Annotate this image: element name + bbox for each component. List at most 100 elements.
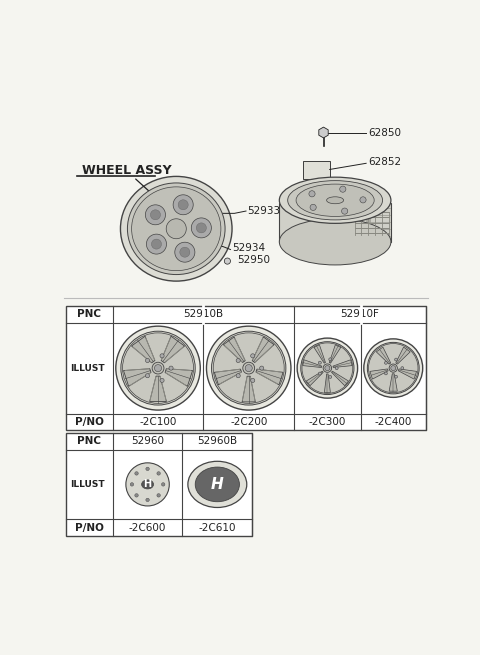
Polygon shape xyxy=(252,337,274,362)
Circle shape xyxy=(360,196,366,203)
Circle shape xyxy=(302,343,353,394)
Circle shape xyxy=(206,326,291,410)
Circle shape xyxy=(161,483,165,486)
Circle shape xyxy=(323,364,332,372)
Circle shape xyxy=(367,343,419,394)
Circle shape xyxy=(157,472,160,475)
Polygon shape xyxy=(132,336,155,363)
Circle shape xyxy=(260,366,264,370)
Polygon shape xyxy=(165,369,192,386)
Text: -2C600: -2C600 xyxy=(129,523,166,533)
Ellipse shape xyxy=(120,176,232,281)
Polygon shape xyxy=(314,345,325,363)
Text: 62852: 62852 xyxy=(369,157,402,167)
Circle shape xyxy=(150,210,160,220)
Circle shape xyxy=(340,186,346,192)
Circle shape xyxy=(146,467,149,470)
Circle shape xyxy=(297,338,358,398)
Text: PNC: PNC xyxy=(77,309,101,319)
Polygon shape xyxy=(279,203,391,242)
Polygon shape xyxy=(370,369,388,379)
Text: H: H xyxy=(144,479,152,489)
Circle shape xyxy=(205,242,213,250)
Polygon shape xyxy=(223,337,245,362)
Polygon shape xyxy=(319,127,328,138)
Text: -2C300: -2C300 xyxy=(309,417,346,427)
Polygon shape xyxy=(256,369,283,384)
Circle shape xyxy=(145,358,150,363)
Circle shape xyxy=(135,472,138,475)
Circle shape xyxy=(224,258,230,264)
Text: -2C610: -2C610 xyxy=(199,523,236,533)
Ellipse shape xyxy=(127,183,225,274)
Bar xyxy=(216,215,221,219)
Circle shape xyxy=(212,331,286,405)
Bar xyxy=(66,306,426,430)
Text: ILLUST: ILLUST xyxy=(70,364,105,373)
Text: -2C100: -2C100 xyxy=(139,417,177,427)
FancyBboxPatch shape xyxy=(303,161,330,179)
Circle shape xyxy=(122,333,193,403)
Circle shape xyxy=(126,463,169,506)
Ellipse shape xyxy=(188,461,247,508)
Circle shape xyxy=(178,200,188,210)
Circle shape xyxy=(130,483,134,486)
Polygon shape xyxy=(398,369,417,379)
Circle shape xyxy=(146,234,167,254)
Circle shape xyxy=(318,372,321,375)
Text: P/NO: P/NO xyxy=(75,417,104,427)
Ellipse shape xyxy=(279,219,391,265)
Circle shape xyxy=(180,247,190,257)
Circle shape xyxy=(329,358,332,361)
Text: WHEEL ASSY: WHEEL ASSY xyxy=(82,164,171,178)
Circle shape xyxy=(135,494,138,497)
Circle shape xyxy=(364,339,423,398)
Text: PNC: PNC xyxy=(77,436,101,446)
Polygon shape xyxy=(324,374,330,392)
Text: 52910B: 52910B xyxy=(183,309,223,319)
Circle shape xyxy=(310,204,316,210)
Circle shape xyxy=(309,191,315,197)
Text: 52960B: 52960B xyxy=(197,436,238,446)
Circle shape xyxy=(401,367,404,369)
Ellipse shape xyxy=(142,480,154,489)
Polygon shape xyxy=(150,376,167,402)
Polygon shape xyxy=(123,369,151,386)
Circle shape xyxy=(157,494,160,497)
Text: 52934: 52934 xyxy=(232,243,265,253)
Text: -2C400: -2C400 xyxy=(374,417,412,427)
Circle shape xyxy=(251,354,255,358)
Text: 52950: 52950 xyxy=(237,255,270,265)
Circle shape xyxy=(166,219,186,238)
Circle shape xyxy=(145,373,150,378)
Circle shape xyxy=(318,361,321,364)
Text: 52910F: 52910F xyxy=(340,309,379,319)
Bar xyxy=(66,433,252,536)
Circle shape xyxy=(395,358,397,361)
Circle shape xyxy=(301,342,354,394)
Polygon shape xyxy=(396,347,410,364)
Text: ILLUST: ILLUST xyxy=(70,480,105,489)
Circle shape xyxy=(369,343,418,393)
Polygon shape xyxy=(161,336,185,363)
Circle shape xyxy=(145,205,166,225)
Polygon shape xyxy=(306,371,323,386)
Text: 52960: 52960 xyxy=(131,436,164,446)
Circle shape xyxy=(395,375,397,378)
Text: 52933: 52933 xyxy=(248,206,281,216)
Text: 62850: 62850 xyxy=(369,128,401,138)
Bar xyxy=(206,254,212,258)
Circle shape xyxy=(236,373,240,378)
Circle shape xyxy=(251,379,255,383)
Ellipse shape xyxy=(296,184,374,216)
Circle shape xyxy=(175,242,195,262)
Circle shape xyxy=(121,331,195,405)
Circle shape xyxy=(146,498,149,502)
Circle shape xyxy=(243,362,254,374)
Circle shape xyxy=(245,365,252,371)
Circle shape xyxy=(152,239,161,249)
Polygon shape xyxy=(329,345,341,363)
Circle shape xyxy=(160,379,164,383)
Polygon shape xyxy=(332,371,348,386)
Circle shape xyxy=(155,365,162,371)
